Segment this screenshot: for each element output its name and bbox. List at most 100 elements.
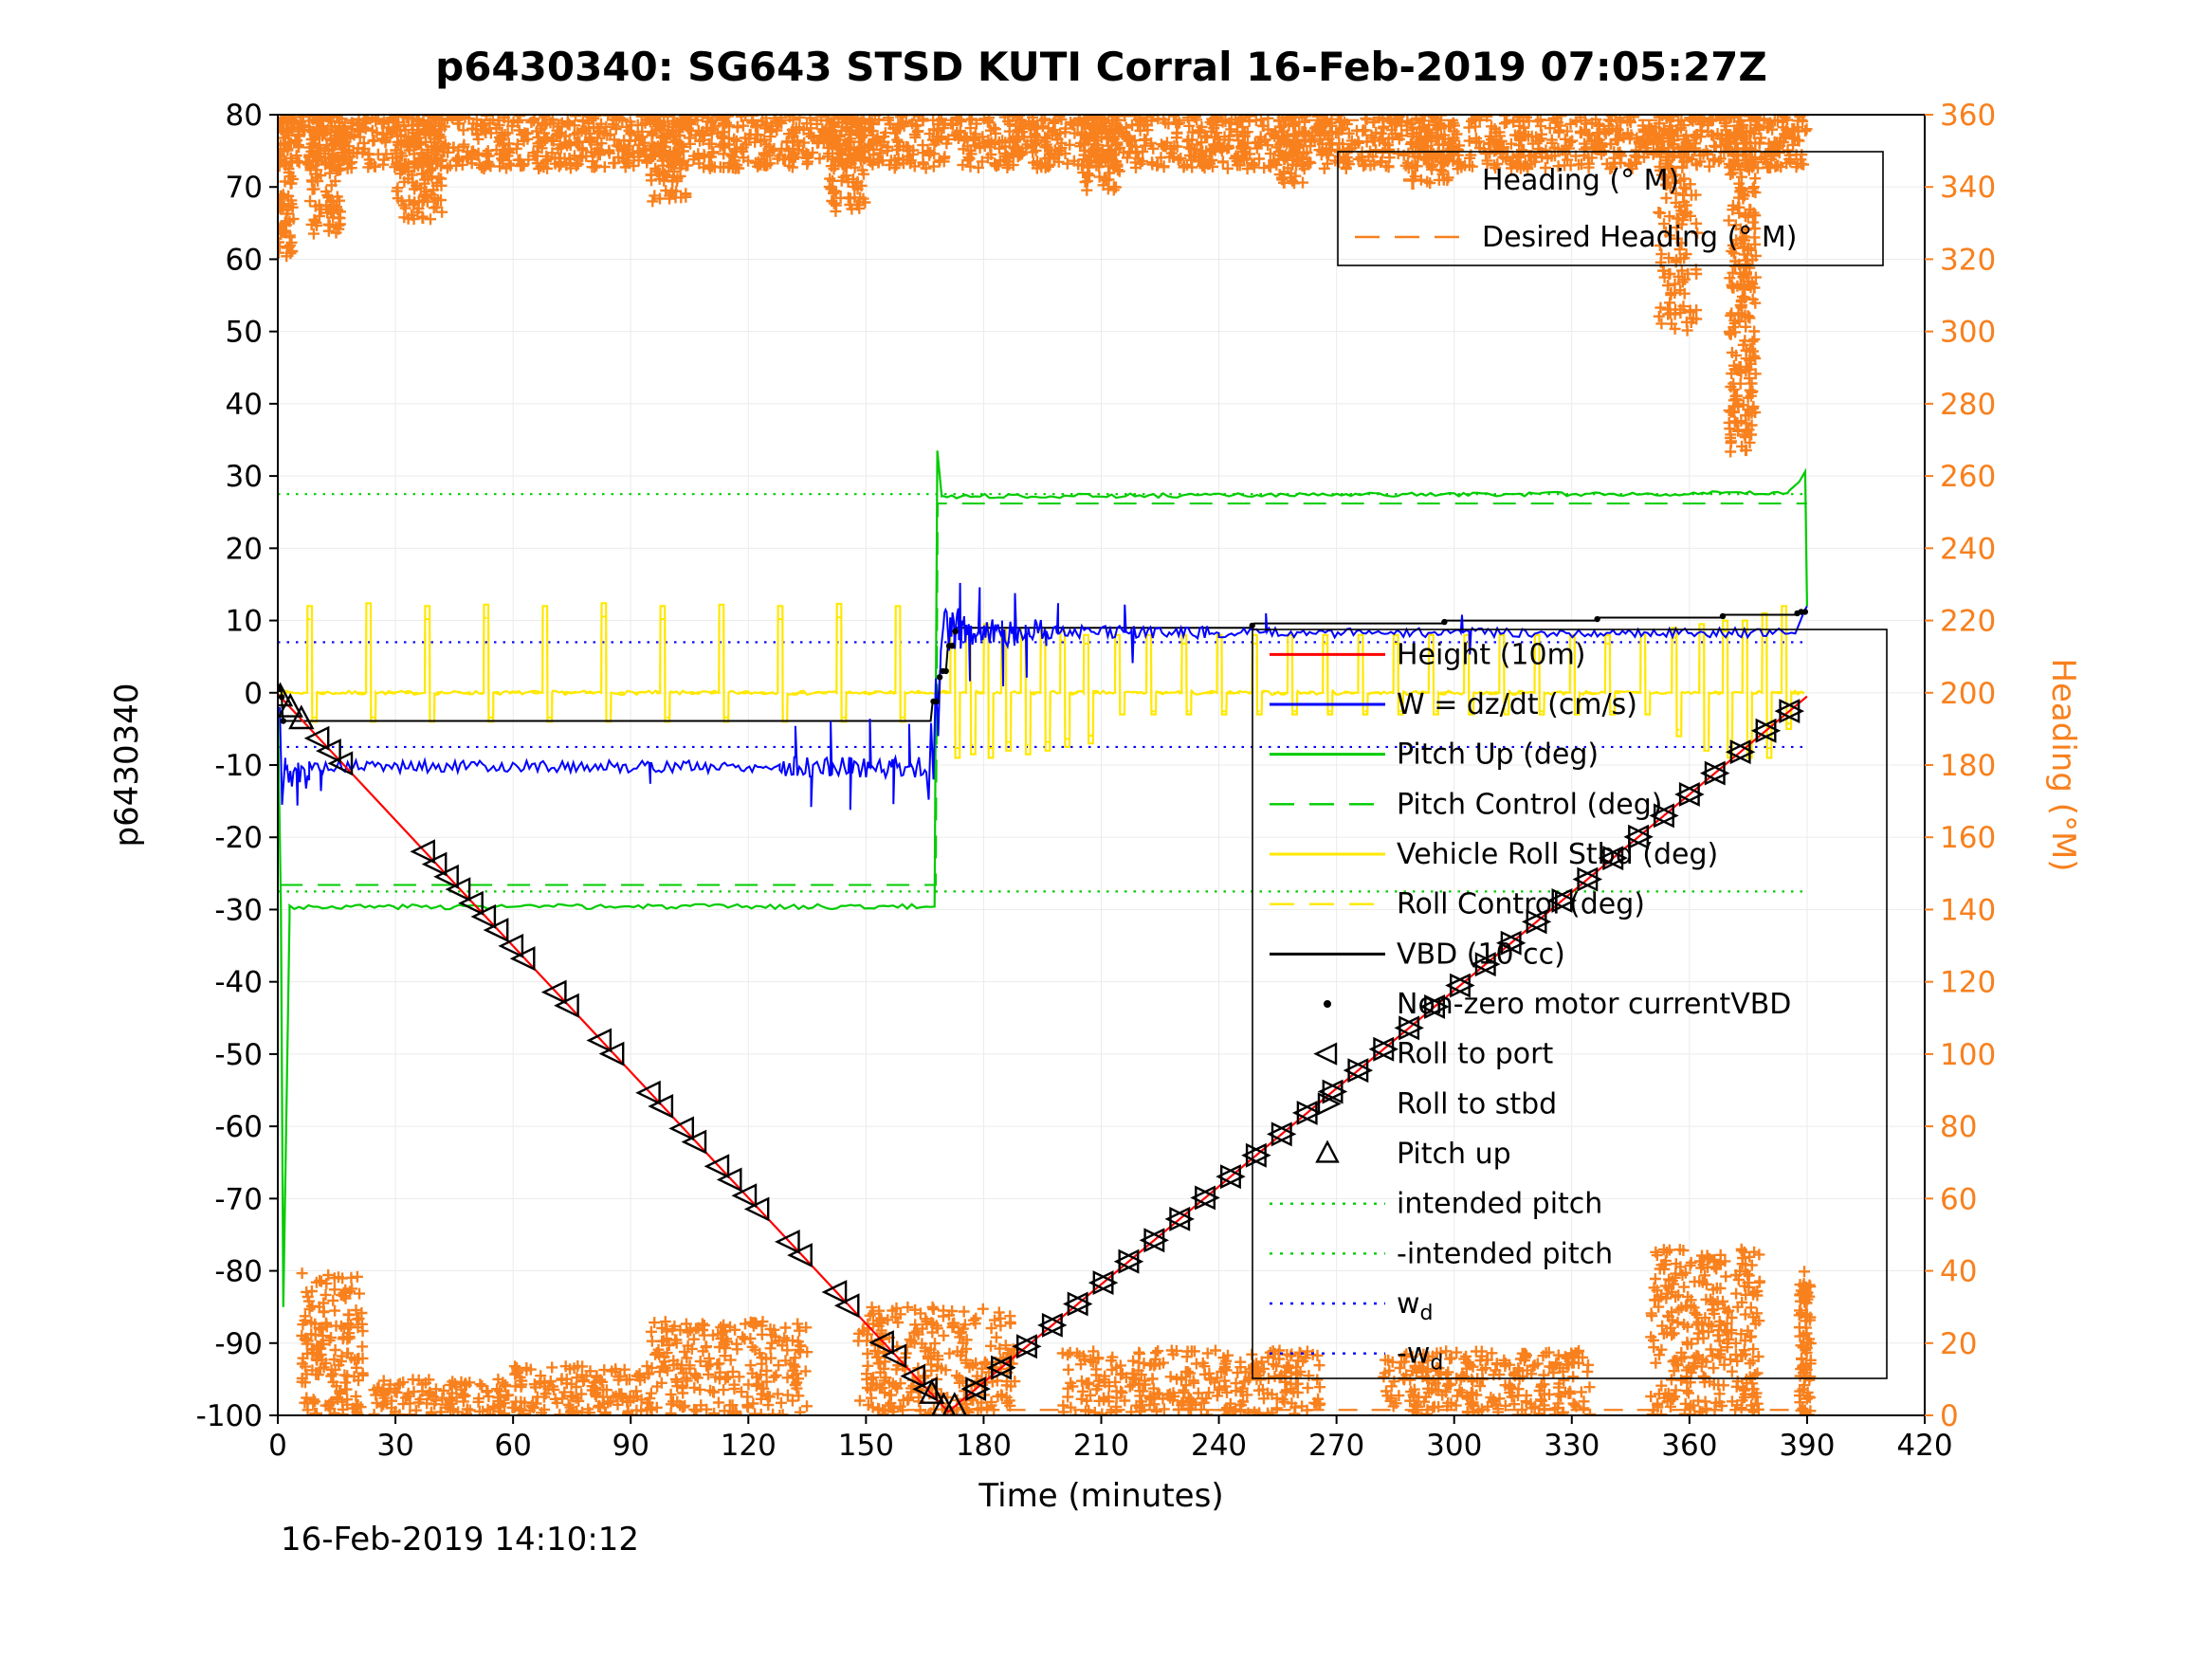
marker-left xyxy=(1445,973,1471,998)
svg-text:40: 40 xyxy=(226,388,263,422)
marker-left xyxy=(1546,887,1573,913)
dive-markers xyxy=(278,682,1805,1415)
svg-text:240: 240 xyxy=(1191,1429,1247,1463)
svg-text:360: 360 xyxy=(1661,1429,1717,1463)
marker-right xyxy=(965,1376,991,1402)
svg-text:-80: -80 xyxy=(214,1255,263,1289)
marker-left xyxy=(821,1280,848,1305)
marker-left xyxy=(316,738,341,764)
marker-right xyxy=(991,1355,1016,1380)
marker-right xyxy=(1373,1036,1399,1062)
marker-left xyxy=(900,1363,925,1389)
w-line xyxy=(279,582,1808,811)
marker-left xyxy=(1088,1270,1114,1296)
marker-left xyxy=(1139,1228,1165,1253)
marker-left xyxy=(1190,1185,1216,1211)
svg-text:-20: -20 xyxy=(214,821,263,855)
legend-label: -wd xyxy=(1397,1338,1443,1376)
marker-left xyxy=(540,979,567,1005)
legend-label: Roll Control (deg) xyxy=(1397,888,1645,921)
marker-right xyxy=(1755,718,1782,743)
marker-left xyxy=(774,1229,800,1254)
marker-right xyxy=(1474,952,1501,977)
legend-label: Vehicle Roll Stbd (deg) xyxy=(1397,838,1718,871)
marker-left xyxy=(787,1243,813,1268)
tri-right-marker-icon xyxy=(1317,1092,1342,1116)
svg-text:10: 10 xyxy=(226,605,263,639)
svg-text:360: 360 xyxy=(1940,99,1996,133)
tri-up-marker-icon xyxy=(1315,1139,1340,1163)
svg-text:120: 120 xyxy=(1940,966,1996,1000)
plot-area xyxy=(278,115,1817,1415)
svg-text:-70: -70 xyxy=(214,1182,263,1216)
marker-left xyxy=(1037,1312,1063,1338)
marker-left xyxy=(598,1041,625,1066)
marker-left xyxy=(1623,824,1650,849)
marker-left xyxy=(1241,1142,1267,1168)
x-axis-label: Time (minutes) xyxy=(978,1477,1223,1515)
marker-right xyxy=(1347,1058,1374,1084)
svg-text:20: 20 xyxy=(226,532,263,566)
legend-label: Roll to stbd xyxy=(1397,1087,1557,1121)
svg-text:390: 390 xyxy=(1779,1429,1835,1463)
legend-heading: Heading (° M) Desired Heading (° M) xyxy=(1337,151,1884,266)
legend-label: Pitch Up (deg) xyxy=(1397,738,1599,772)
marker-left xyxy=(668,1116,694,1141)
marker-up xyxy=(278,682,294,707)
right-tick-labels: 0 20 40 60 80 100 120 140 160 180 200 220 240 260 280 3… xyxy=(1940,99,1996,1433)
legend-label: Pitch Control (deg) xyxy=(1397,788,1663,821)
svg-text:70: 70 xyxy=(226,171,263,205)
marker-left xyxy=(648,1093,674,1119)
marker-left xyxy=(1062,1291,1088,1317)
marker-left xyxy=(1521,909,1547,935)
dot-marker-icon xyxy=(1324,1000,1331,1008)
marker-right xyxy=(1526,909,1552,935)
marker-left xyxy=(410,839,435,865)
svg-text:140: 140 xyxy=(1940,893,1996,927)
marker-right xyxy=(1143,1228,1170,1253)
svg-text:-100: -100 xyxy=(196,1399,263,1433)
marker-right xyxy=(1704,760,1730,786)
marker-right xyxy=(1500,930,1526,956)
marker-left xyxy=(704,1154,730,1179)
legend-label: VBD (10 cc) xyxy=(1397,938,1565,971)
marker-left xyxy=(1343,1058,1369,1084)
marker-left xyxy=(731,1183,758,1209)
svg-text:260: 260 xyxy=(1940,460,1996,494)
svg-text:-40: -40 xyxy=(214,966,263,1000)
marker-right xyxy=(1322,1079,1348,1104)
svg-text:0: 0 xyxy=(268,1429,287,1463)
marker-right xyxy=(1449,973,1475,998)
svg-text:80: 80 xyxy=(1940,1110,1977,1144)
marker-left xyxy=(986,1355,1013,1380)
marker-right xyxy=(1398,1015,1424,1041)
marker-left xyxy=(498,933,524,958)
marker-left xyxy=(445,877,471,902)
marker-left xyxy=(1649,803,1674,829)
pitch-line xyxy=(278,450,1808,1307)
marker-up xyxy=(278,692,303,718)
marker-left xyxy=(586,1028,612,1053)
marker-left xyxy=(433,864,459,889)
plot-title: p6430340: SG643 STSD KUTI Corral 16-Feb-… xyxy=(435,44,1767,90)
tri-left-marker-icon xyxy=(1313,1042,1338,1066)
y-axis-label-right: Heading (°M) xyxy=(2044,658,2082,871)
legend-label: Roll to port xyxy=(1397,1038,1553,1071)
marker-left xyxy=(1291,1100,1318,1125)
marker-left xyxy=(1394,1015,1420,1041)
marker-right xyxy=(1729,739,1756,765)
marker-right xyxy=(1628,824,1654,849)
svg-text:100: 100 xyxy=(1940,1038,1996,1072)
marker-left xyxy=(1495,930,1522,956)
marker-right xyxy=(1424,994,1450,1019)
svg-text:160: 160 xyxy=(1940,821,1996,855)
marker-left xyxy=(1368,1036,1395,1062)
marker-left xyxy=(868,1330,894,1356)
svg-text:-10: -10 xyxy=(214,749,263,783)
svg-text:180: 180 xyxy=(1940,749,1996,783)
legend-main-box xyxy=(1252,629,1888,1379)
plus-marker-icon xyxy=(1403,171,1422,190)
marker-right xyxy=(1169,1206,1195,1231)
svg-text:30: 30 xyxy=(226,460,263,494)
